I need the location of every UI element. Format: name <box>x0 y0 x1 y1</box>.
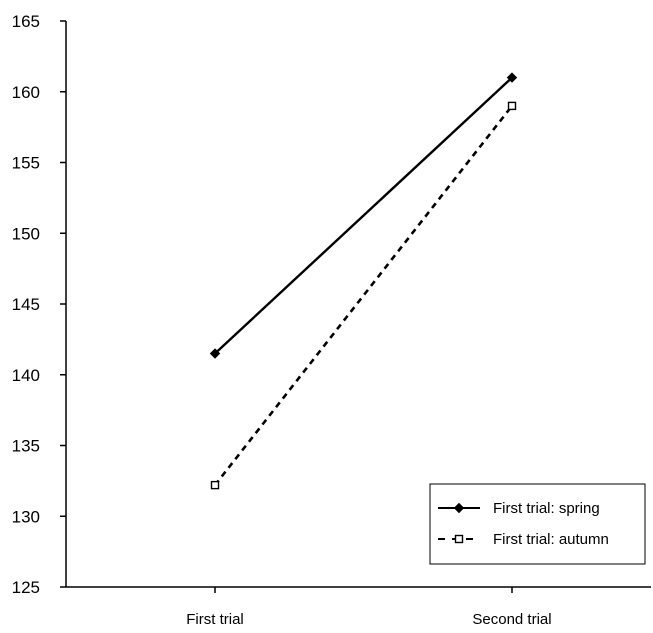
y-tick-label: 150 <box>12 224 40 243</box>
legend-marker <box>453 502 465 514</box>
y-tick-label: 155 <box>12 154 40 173</box>
series-spring <box>209 72 518 359</box>
y-tick-label: 145 <box>12 295 40 314</box>
legend-item: First trial: spring <box>438 500 600 517</box>
legend: First trial: spring First trial: autumn <box>429 483 646 565</box>
y-axis: 125 130 135 140 145 150 155 160 165 <box>12 12 67 597</box>
legend-box <box>429 483 646 565</box>
series-line <box>214 76 513 355</box>
y-tick-label: 160 <box>12 83 40 102</box>
series-line <box>213 105 514 486</box>
series-autumn <box>210 101 517 490</box>
y-tick-label: 140 <box>12 366 40 385</box>
legend-label: First trial: spring <box>493 500 600 517</box>
y-tick-label: 135 <box>12 437 40 456</box>
data-point <box>209 348 221 359</box>
legend-label: First trial: autumn <box>493 531 609 548</box>
x-axis: First trial Second trial <box>66 586 651 628</box>
y-tick-label: 125 <box>12 578 40 597</box>
data-point <box>506 72 518 83</box>
x-category-label: Second trial <box>472 611 551 628</box>
data-point <box>210 480 220 490</box>
y-tick-label: 165 <box>12 12 40 31</box>
data-point <box>507 101 517 111</box>
y-tick-label: 130 <box>12 507 40 526</box>
series-layer <box>209 72 518 490</box>
legend-marker <box>454 534 464 544</box>
x-category-label: First trial <box>186 611 244 628</box>
legend-item: First trial: autumn <box>438 531 609 548</box>
